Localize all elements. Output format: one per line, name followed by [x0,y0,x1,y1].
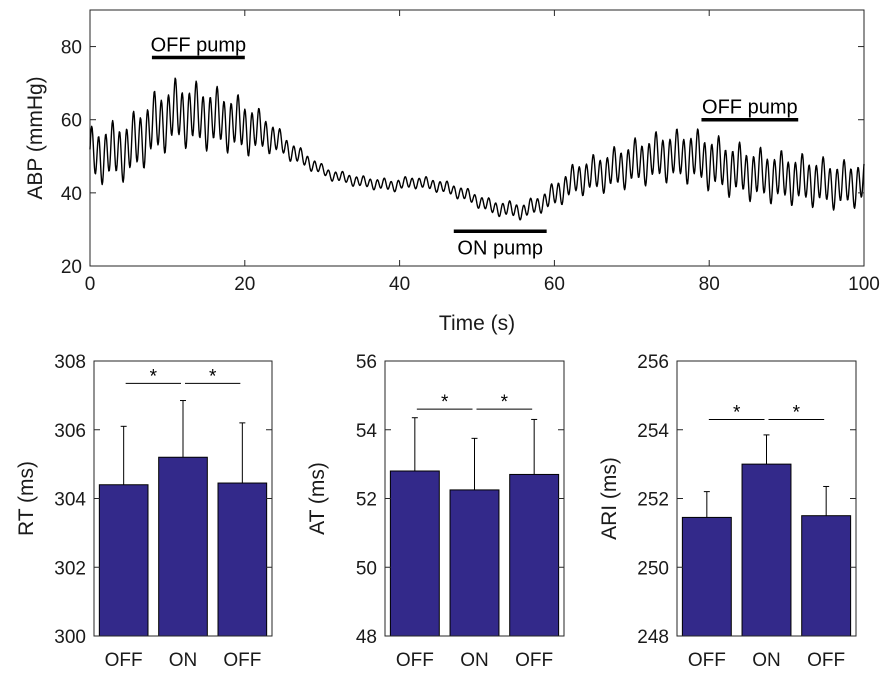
x-tick-label: 0 [85,274,96,295]
y-tick-label: 54 [356,421,378,442]
y-tick-label: 56 [356,352,377,373]
category-label: OFF [515,650,553,671]
y-tick-label: 252 [637,490,669,511]
y-tick-label: 20 [61,257,82,278]
significance-star: * [441,392,449,413]
x-tick-label: 20 [234,274,255,295]
y-axis-label: ABP (mmHg) [24,76,47,199]
y-tick-label: 300 [54,627,86,648]
y-axis-label: ARI (ms) [598,457,621,540]
category-label: OFF [807,650,845,671]
y-tick-label: 48 [356,627,377,648]
y-tick-label: 50 [356,558,377,579]
y-tick-label: 304 [54,490,86,511]
bar-chart-rt: OFF ON OFF 300 302 304 306 308 RT (ms) * * [15,352,273,671]
y-tick-label: 80 [61,38,82,59]
pump-label: OFF pump [702,97,798,119]
y-tick-label: 254 [637,421,669,442]
significance-star: * [209,366,217,387]
category-label: ON [460,650,489,671]
category-label: OFF [396,650,434,671]
bar [449,489,500,637]
bar [741,463,792,637]
y-tick-label: 248 [637,627,669,648]
x-tick-label: 40 [389,274,410,295]
bar-chart-at: OFF ON OFF 48 50 52 54 56 AT (ms) * * [306,352,565,671]
y-axis-label: AT (ms) [306,462,329,535]
y-tick-label: 256 [637,352,669,373]
category-label: OFF [105,650,143,671]
bar [509,473,560,637]
bar [801,515,852,637]
y-tick-label: 308 [54,352,86,373]
significance-star: * [733,402,741,423]
y-tick-label: 302 [54,558,86,579]
x-tick-label: 100 [848,274,880,295]
significance-star: * [150,366,158,387]
category-label: OFF [688,650,726,671]
bar [98,484,149,637]
pump-label: OFF pump [151,35,247,57]
category-label: OFF [223,650,261,671]
y-tick-label: 52 [356,490,377,511]
bar [217,482,268,637]
significance-star: * [793,402,801,423]
y-axis-label: RT (ms) [15,461,38,536]
x-axis-label: Time (s) [439,312,515,335]
bar-chart-ari: OFF ON OFF 248 250 252 254 256 ARI (ms) * * [598,352,857,671]
pump-label: ON pump [457,237,543,259]
x-tick-label: 80 [699,274,720,295]
bar [389,470,440,637]
y-tick-label: 306 [54,421,86,442]
bar [158,456,208,637]
category-label: ON [169,650,198,671]
y-tick-label: 40 [61,184,82,205]
bar [681,516,732,637]
y-tick-label: 250 [637,558,669,579]
x-tick-label: 60 [544,274,565,295]
significance-star: * [501,392,509,413]
abp-trace-line [89,77,865,221]
category-label: ON [752,650,781,671]
y-tick-label: 60 [61,111,82,132]
